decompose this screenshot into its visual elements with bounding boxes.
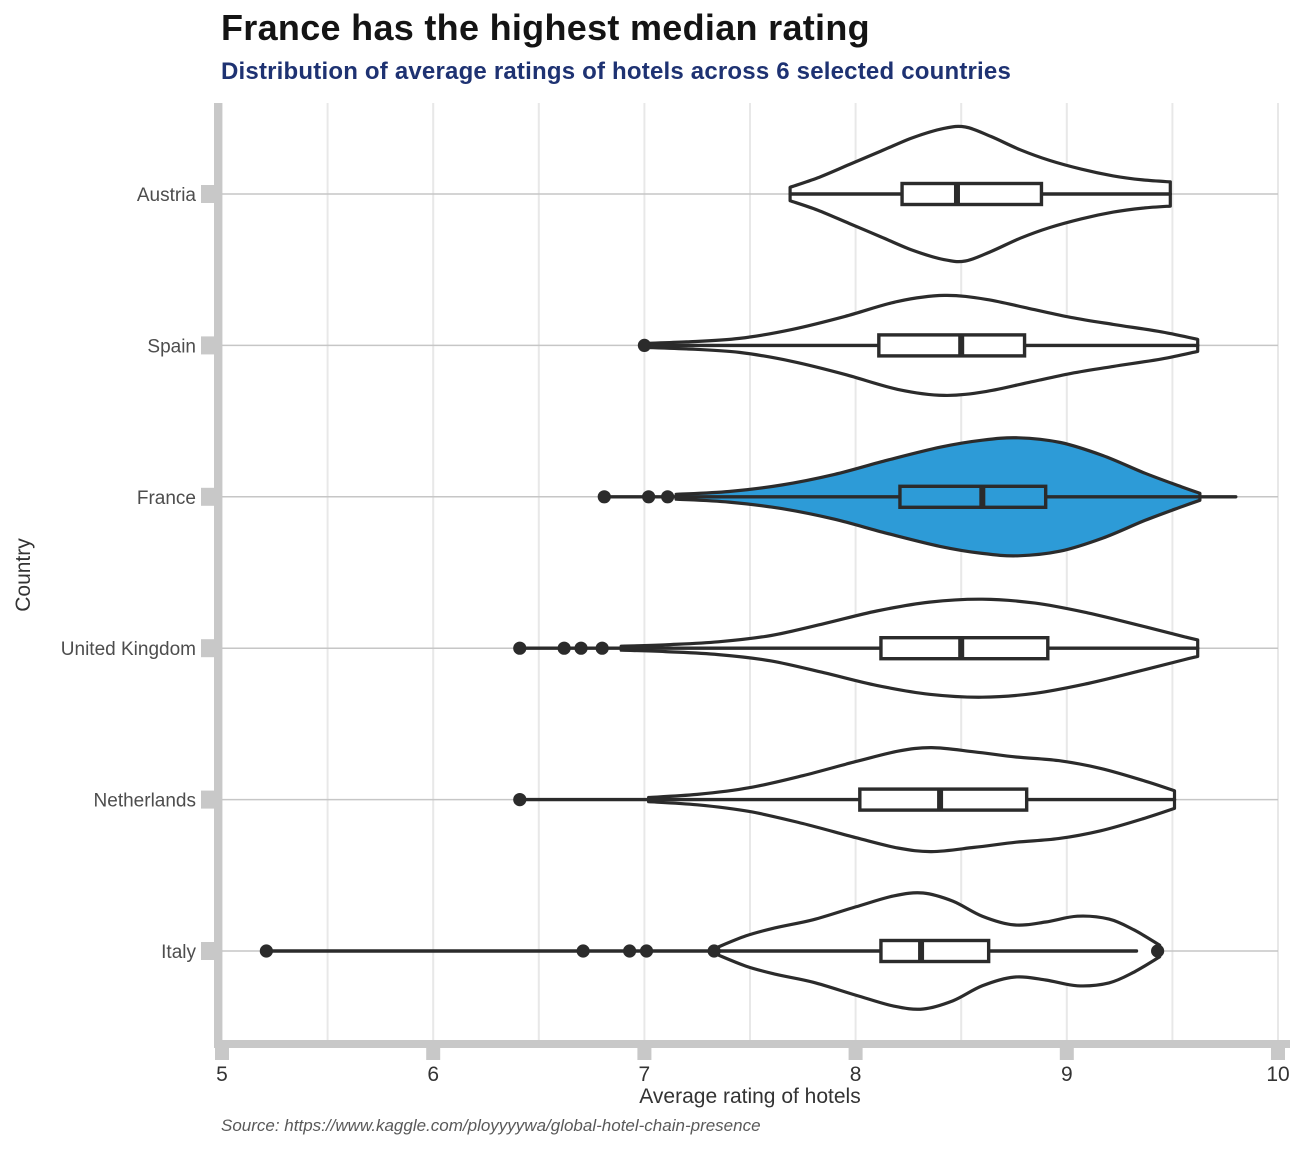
outlier-dot-united-kingdom: [557, 641, 571, 655]
category-label-spain: Spain: [147, 336, 196, 357]
y-axis-title: Country: [12, 538, 35, 612]
x-tick-label: 8: [850, 1063, 862, 1086]
x-tick-mark: [848, 1048, 863, 1060]
outlier-dot-italy: [623, 944, 637, 958]
source-text: Source: https://www.kaggle.com/ployyyywa…: [221, 1116, 761, 1135]
outlier-dot-italy: [1151, 944, 1165, 958]
box-italy: [879, 938, 991, 964]
outlier-dot-united-kingdom: [574, 641, 588, 655]
outlier-dot-united-kingdom: [595, 641, 609, 655]
chart-title: France has the highest median rating: [221, 7, 870, 48]
y-tick-mark: [201, 185, 214, 203]
x-tick-label: 9: [1061, 1063, 1073, 1086]
outlier-dot-france: [597, 490, 611, 504]
y-tick-mark: [201, 487, 214, 506]
category-label-austria: Austria: [137, 185, 197, 206]
outlier-dot-italy: [707, 944, 721, 958]
category-label-italy: Italy: [161, 942, 196, 963]
x-tick-label: 5: [216, 1063, 228, 1086]
x-axis-bar: [214, 1040, 1290, 1048]
x-tick-label: 10: [1266, 1063, 1289, 1086]
outlier-dot-united-kingdom: [513, 641, 527, 655]
x-tick-mark: [1271, 1048, 1285, 1060]
outlier-dot-netherlands: [513, 793, 527, 807]
y-axis-bar: [214, 103, 222, 1048]
box-spain: [877, 333, 1027, 358]
outlier-dot-italy: [576, 944, 590, 958]
outlier-dot-france: [661, 490, 675, 504]
outlier-dot-italy: [259, 944, 273, 958]
y-tick-mark: [201, 790, 214, 809]
box-netherlands: [858, 787, 1029, 812]
x-tick-label: 7: [639, 1063, 651, 1086]
outlier-dot-france: [642, 490, 656, 504]
x-tick-label: 6: [427, 1063, 439, 1086]
y-tick-mark: [201, 639, 214, 658]
x-axis-title: Average rating of hotels: [639, 1085, 860, 1108]
y-tick-mark: [201, 336, 214, 355]
box-united-kingdom: [879, 636, 1050, 661]
x-tick-mark: [426, 1048, 441, 1060]
category-label-netherlands: Netherlands: [94, 791, 196, 812]
category-label-united-kingdom: United Kingdom: [61, 639, 196, 660]
category-label-france: France: [137, 488, 196, 509]
y-tick-mark: [201, 942, 214, 960]
outlier-dot-italy: [639, 944, 654, 958]
box-austria: [900, 181, 1044, 207]
x-tick-mark: [637, 1048, 652, 1060]
x-tick-mark: [1059, 1048, 1074, 1060]
x-tick-mark: [215, 1048, 229, 1060]
chart-subtitle: Distribution of average ratings of hotel…: [221, 58, 1012, 85]
outlier-dot-spain: [637, 338, 652, 352]
box-france: [898, 484, 1048, 509]
